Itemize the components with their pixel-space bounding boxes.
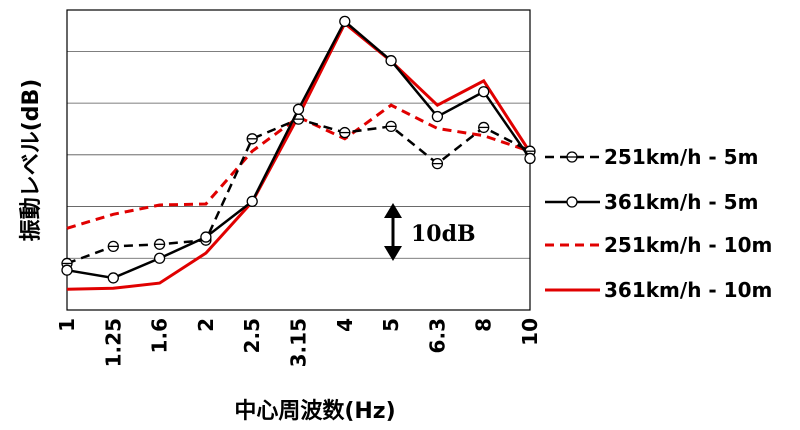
x-tick-label: 10	[518, 318, 542, 346]
legend-label: 251km/h - 10m	[604, 233, 772, 257]
x-tick-label: 6.3	[425, 318, 449, 353]
data-point	[292, 103, 305, 115]
legend: 251km/h - 5m 361km/h - 5m 251km/h - 10m 361…	[545, 145, 772, 302]
data-point	[107, 240, 119, 253]
x-tick-label: 4	[333, 318, 357, 332]
legend-item: 361km/h - 10m	[545, 278, 772, 302]
legend-label: 361km/h - 5m	[604, 190, 758, 214]
data-point	[153, 252, 166, 264]
data-point	[107, 272, 119, 284]
data-point	[524, 152, 536, 165]
data-point	[200, 231, 212, 243]
gridlines	[67, 50, 530, 259]
x-tick-label: 8	[472, 318, 496, 332]
scale-annotation: 10dB	[384, 203, 476, 261]
x-tick-label: 2.5	[240, 318, 264, 353]
x-tick-label: 3.15	[287, 318, 311, 367]
x-tick-labels: 1 1.25 1.6 2 2.5 3.15 4 5 6.3 8 10	[55, 318, 542, 367]
data-point	[385, 55, 397, 67]
x-tick-label: 2	[194, 318, 218, 332]
scale-arrow-down-icon	[384, 246, 402, 261]
data-point	[246, 195, 258, 208]
data-point	[431, 157, 444, 170]
legend-label: 361km/h - 10m	[604, 278, 772, 302]
data-point	[385, 120, 397, 133]
data-point	[339, 126, 351, 139]
legend-item: 251km/h - 5m	[545, 145, 758, 169]
y-axis-title: 振動レベル(dB)	[19, 79, 44, 242]
x-tick-label: 1.6	[148, 318, 172, 353]
legend-item: 251km/h - 10m	[545, 233, 772, 257]
series-line	[66, 103, 531, 230]
plot-frame	[66, 9, 531, 311]
data-point	[61, 264, 73, 276]
data-point	[431, 110, 444, 123]
data-point	[478, 121, 490, 134]
data-point	[246, 133, 258, 145]
legend-item: 361km/h - 5m	[545, 190, 758, 214]
data-point	[339, 15, 351, 28]
x-tick-label: 5	[379, 318, 403, 332]
scale-arrow-up-icon	[384, 203, 402, 218]
x-tick-label: 1.25	[101, 318, 125, 367]
series-line	[66, 21, 532, 291]
data-point	[478, 86, 490, 98]
data-point	[153, 238, 166, 250]
series-layer	[61, 15, 536, 291]
x-tick-label: 1	[55, 318, 79, 332]
x-axis-title: 中心周波数(Hz)	[234, 398, 395, 424]
scale-label: 10dB	[411, 221, 476, 247]
legend-label: 251km/h - 5m	[604, 145, 758, 169]
